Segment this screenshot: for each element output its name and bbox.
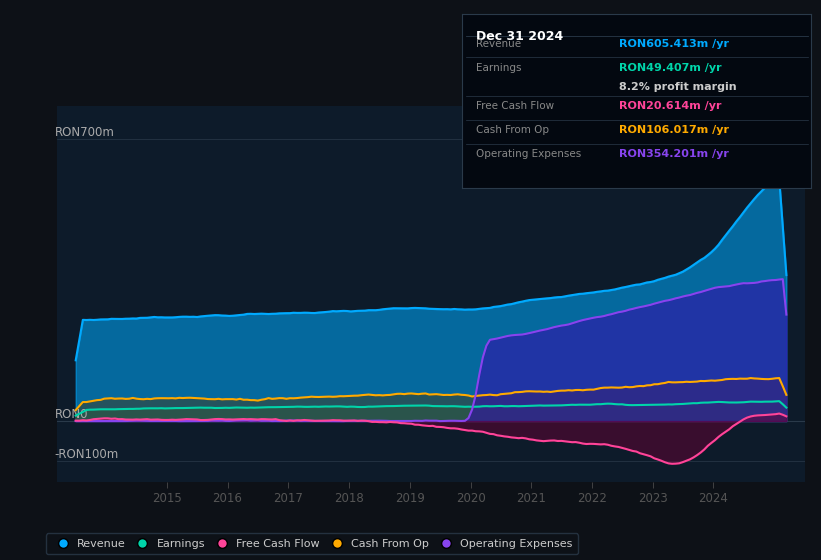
Text: RON49.407m /yr: RON49.407m /yr	[619, 63, 722, 73]
Text: Dec 31 2024: Dec 31 2024	[476, 30, 563, 43]
Text: 8.2% profit margin: 8.2% profit margin	[619, 82, 737, 92]
Text: Free Cash Flow: Free Cash Flow	[476, 101, 554, 111]
Text: Revenue: Revenue	[476, 39, 521, 49]
Text: RON0: RON0	[54, 408, 88, 421]
Text: RON354.201m /yr: RON354.201m /yr	[619, 150, 729, 160]
Text: RON20.614m /yr: RON20.614m /yr	[619, 101, 722, 111]
Text: Operating Expenses: Operating Expenses	[476, 150, 581, 160]
Text: RON700m: RON700m	[54, 125, 114, 139]
Text: RON605.413m /yr: RON605.413m /yr	[619, 39, 729, 49]
Legend: Revenue, Earnings, Free Cash Flow, Cash From Op, Operating Expenses: Revenue, Earnings, Free Cash Flow, Cash …	[46, 533, 578, 554]
Text: -RON100m: -RON100m	[54, 449, 119, 461]
Text: RON106.017m /yr: RON106.017m /yr	[619, 125, 729, 135]
Text: Earnings: Earnings	[476, 63, 521, 73]
Text: Cash From Op: Cash From Op	[476, 125, 549, 135]
